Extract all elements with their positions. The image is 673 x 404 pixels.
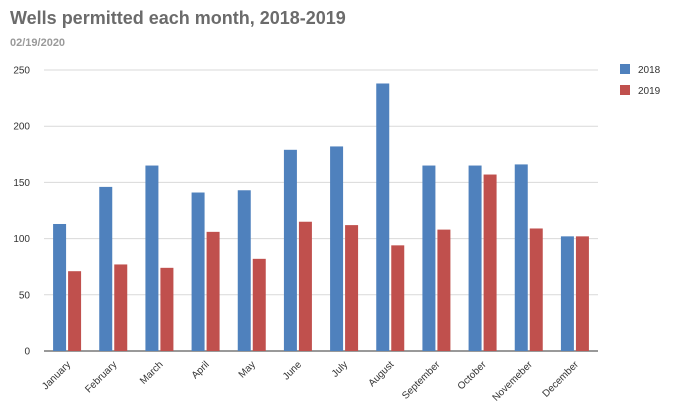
bar-2018-october (468, 165, 482, 351)
bar-2019-may (252, 258, 266, 351)
bar-2019-april (206, 231, 220, 351)
bar-2018-february (99, 186, 113, 351)
x-axis: January February March April May June July Augu… (40, 359, 581, 404)
y-tick-label: 250 (13, 66, 30, 77)
bar-2018-january (53, 223, 67, 351)
legend: 2018 2019 (620, 64, 661, 97)
bar-2018-may (237, 190, 251, 351)
y-tick-label: 0 (24, 347, 30, 358)
bar-2019-january (68, 271, 82, 351)
x-tick-label: December (541, 359, 582, 400)
x-tick-label: July (330, 359, 350, 379)
legend-label-2019: 2019 (638, 86, 661, 97)
y-tick-label: 100 (13, 234, 30, 245)
x-tick-label: April (190, 359, 212, 381)
x-tick-label: June (281, 359, 304, 382)
y-tick-label: 50 (19, 290, 31, 301)
legend-swatch-2018 (620, 64, 630, 74)
legend-swatch-2019 (620, 85, 630, 95)
bar-2018-august (376, 83, 390, 351)
chart-subtitle: 02/19/2020 (10, 37, 66, 49)
x-tick-label: August (367, 359, 397, 389)
bar-2018-march (145, 165, 159, 351)
x-tick-label: October (456, 359, 489, 392)
y-tick-label: 200 (13, 122, 30, 133)
chart-title: Wells permitted each month, 2018-2019 (10, 8, 346, 28)
bars (53, 83, 589, 351)
bar-2019-august (391, 245, 405, 351)
bar-2019-novemeber (529, 228, 543, 351)
x-tick-label: May (237, 359, 258, 380)
bar-2019-february (114, 264, 128, 351)
bar-2018-april (191, 192, 205, 351)
bar-2019-october (483, 174, 497, 351)
y-axis: 0 50 100 150 200 250 (13, 66, 30, 358)
bar-2019-july (345, 225, 359, 351)
bar-2018-novemeber (514, 164, 528, 351)
bar-2018-december (560, 236, 574, 351)
x-tick-label: January (40, 359, 73, 392)
bar-2019-march (160, 267, 174, 351)
x-tick-label: February (83, 359, 119, 395)
bar-2018-september (422, 165, 436, 351)
bar-2019-september (437, 229, 451, 351)
bar-2019-december (575, 236, 589, 351)
legend-label-2018: 2018 (638, 65, 661, 76)
x-tick-label: March (138, 359, 165, 386)
y-tick-label: 150 (13, 178, 30, 189)
bar-2019-june (298, 221, 312, 351)
bar-2018-july (330, 146, 344, 351)
x-tick-label: September (400, 359, 443, 402)
gridlines (44, 69, 598, 352)
bar-2018-june (283, 149, 297, 351)
x-tick-label: Novemeber (491, 359, 536, 404)
